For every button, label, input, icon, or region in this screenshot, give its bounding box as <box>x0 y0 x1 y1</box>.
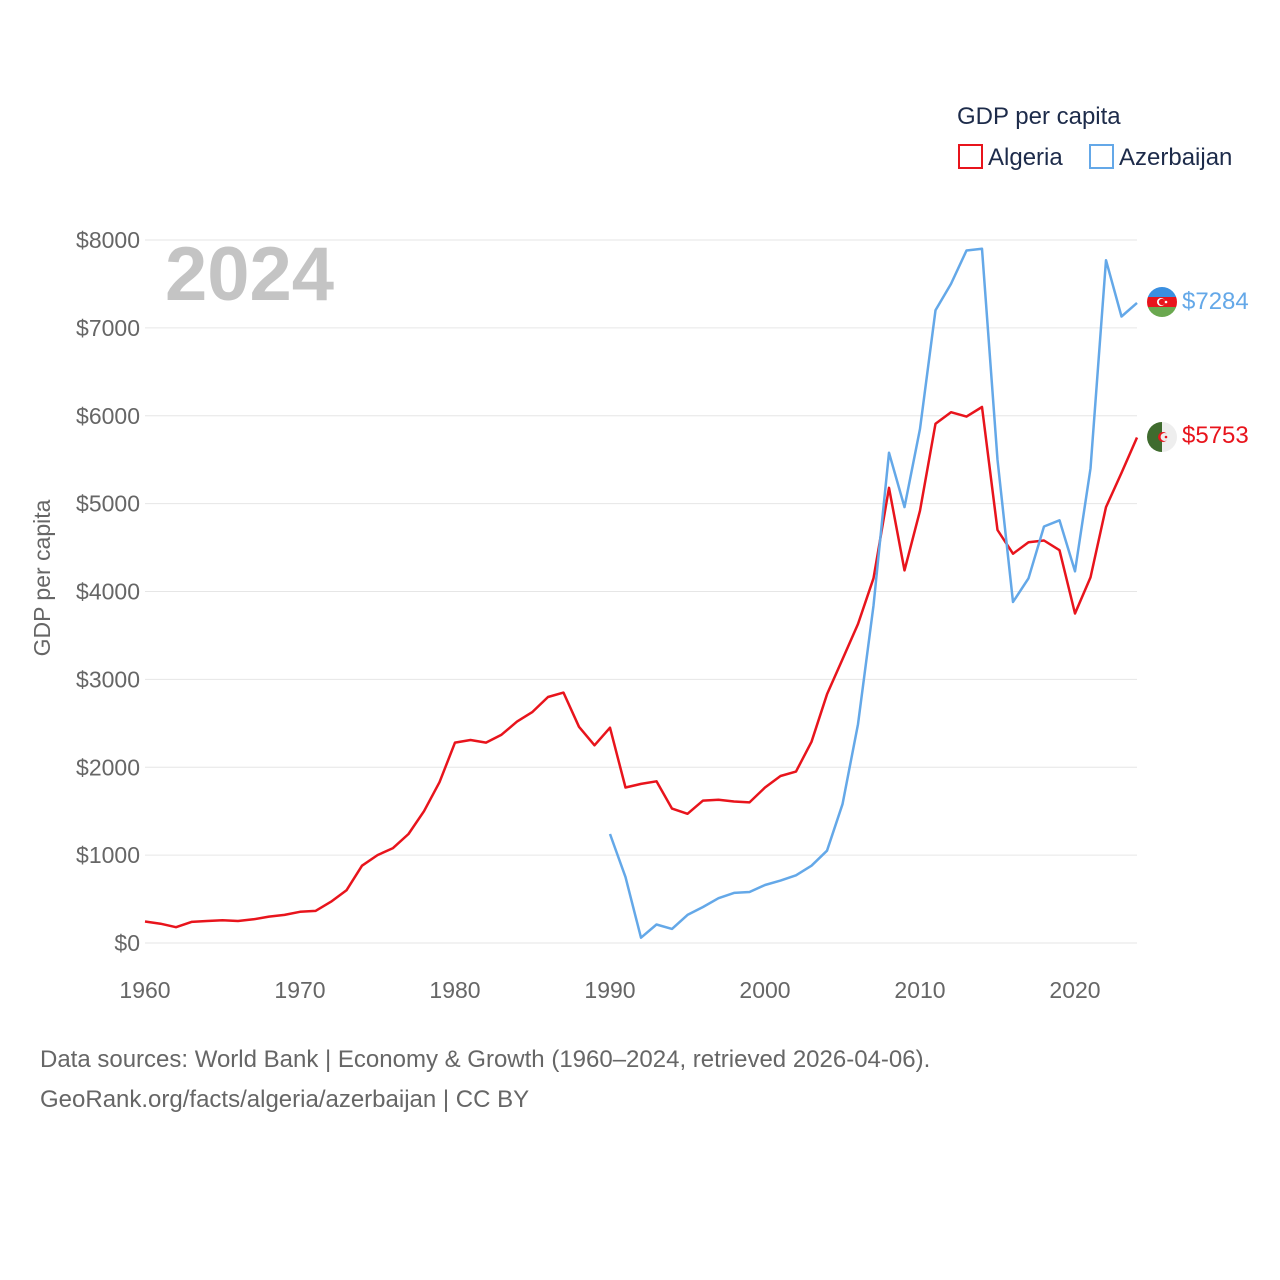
y-tick-label: $2000 <box>76 754 140 780</box>
gridlines <box>145 239 1137 944</box>
year-label: 2024 <box>165 232 334 317</box>
legend-swatch-algeria <box>958 144 983 169</box>
y-tick-label: $6000 <box>76 403 140 429</box>
y-tick-label: $4000 <box>76 579 140 605</box>
footer-link: GeoRank.org/facts/algeria/azerbaijan | C… <box>40 1086 530 1113</box>
x-tick-label: 1980 <box>429 977 480 1003</box>
legend-title: GDP per capita <box>957 103 1121 130</box>
y-axis-title: GDP per capita <box>29 499 55 656</box>
x-tick-label: 1990 <box>584 977 635 1003</box>
footer: Data sources: World Bank | Economy & Gro… <box>40 1040 930 1120</box>
end-label-azerbaijan: $7284 <box>1182 288 1249 315</box>
series-line-algeria <box>144 405 1139 929</box>
algeria-flag-icon <box>1147 422 1177 452</box>
y-tick-label: $3000 <box>76 666 140 692</box>
x-tick-label: 1960 <box>119 977 170 1003</box>
y-tick-label: $7000 <box>76 315 140 341</box>
y-tick-label: $1000 <box>76 842 140 868</box>
legend-swatch-azerbaijan <box>1089 144 1114 169</box>
end-label-algeria: $5753 <box>1182 422 1249 449</box>
x-axis-ticks: 1960 1970 1980 1990 2000 2010 2020 <box>119 977 1100 1003</box>
azerbaijan-flag-icon <box>1147 287 1177 317</box>
y-axis-ticks: $0 $1000 $2000 $3000 $4000 $5000 $6000 $7000 $80… <box>76 227 140 956</box>
legend-label-azerbaijan: Azerbaijan <box>1119 144 1232 171</box>
y-tick-label: $0 <box>114 930 140 956</box>
y-tick-label: $5000 <box>76 491 140 517</box>
x-tick-label: 1970 <box>274 977 325 1003</box>
series-lines <box>144 247 1139 939</box>
legend-label-algeria: Algeria <box>988 144 1063 171</box>
footer-sources: Data sources: World Bank | Economy & Gro… <box>40 1046 931 1073</box>
x-tick-label: 2020 <box>1049 977 1100 1003</box>
y-tick-label: $8000 <box>76 227 140 253</box>
series-line-azerbaijan <box>608 247 1138 939</box>
x-tick-label: 2000 <box>739 977 790 1003</box>
x-tick-label: 2010 <box>894 977 945 1003</box>
